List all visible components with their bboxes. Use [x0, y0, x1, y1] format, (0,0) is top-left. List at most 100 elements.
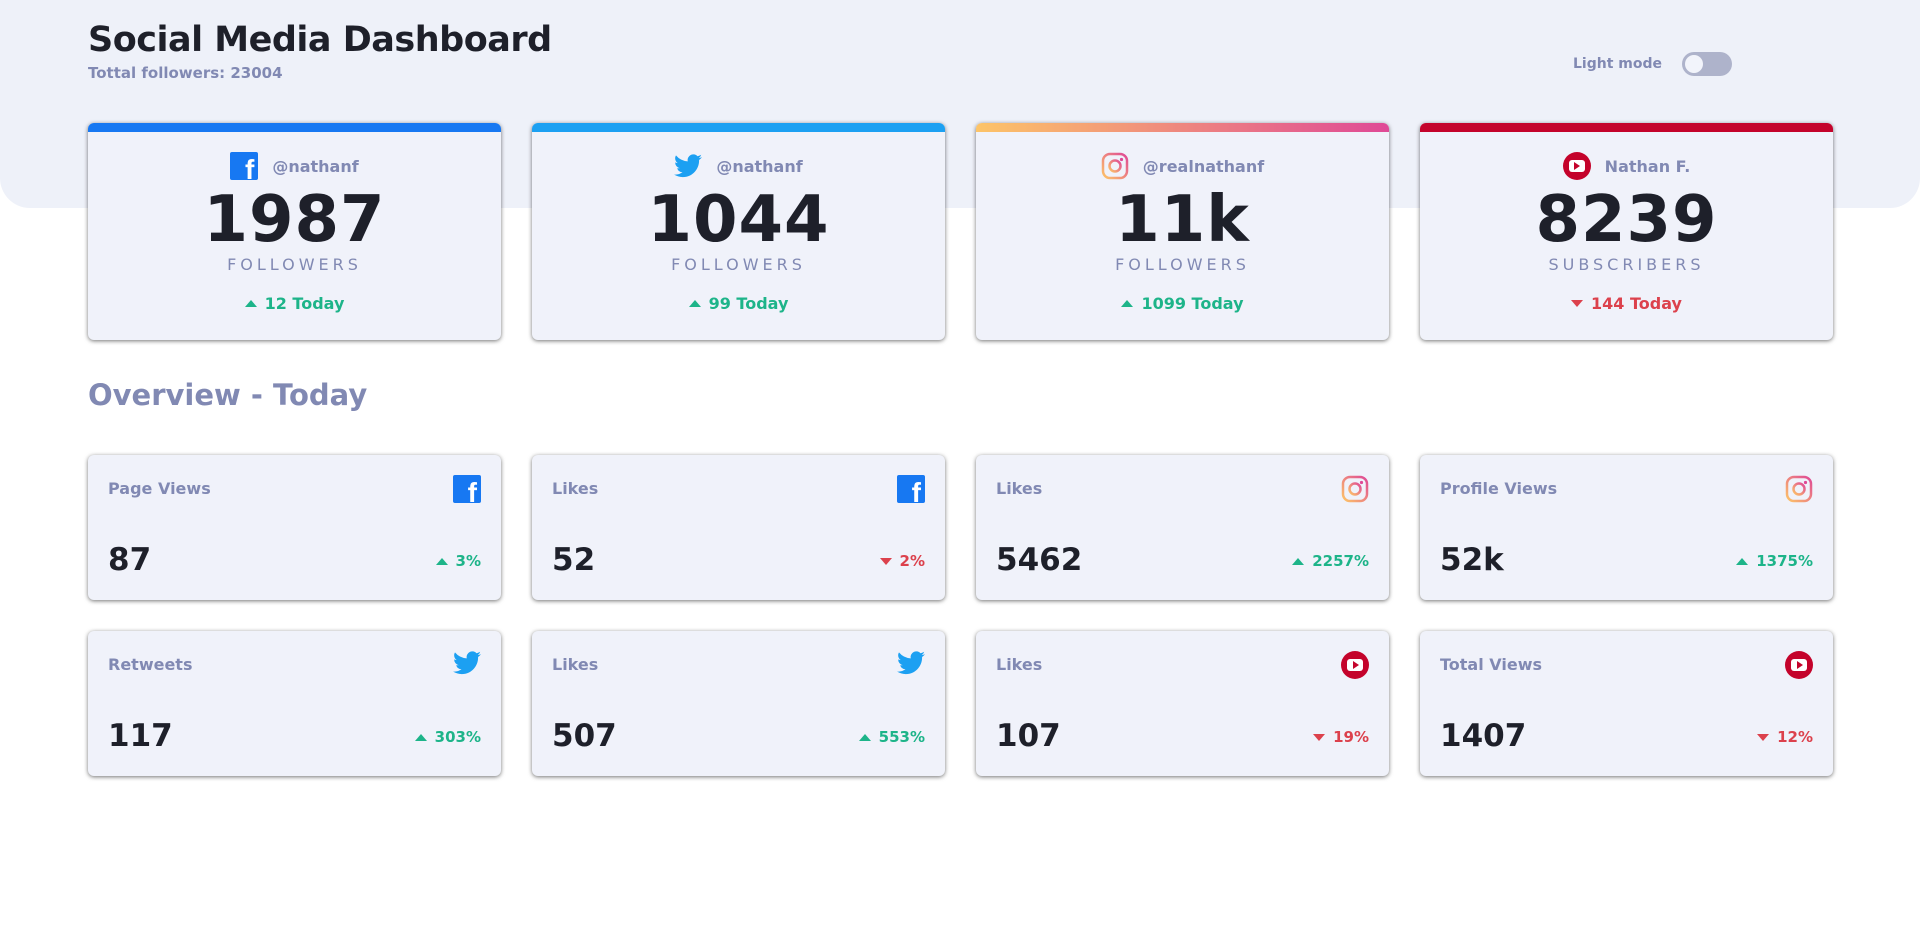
arrow-up-icon — [244, 300, 257, 307]
today-change: 1099 Today — [976, 294, 1389, 313]
follower-unit: FOLLOWERS — [227, 255, 362, 274]
handle-text: Nathan F. — [1604, 156, 1691, 176]
today-change: 99 Today — [532, 294, 945, 313]
tile-icon — [453, 651, 481, 679]
card-handle: Nathan F. — [1420, 151, 1833, 181]
tile-change-text: 2257% — [1312, 552, 1369, 570]
tile-change-text: 12% — [1777, 728, 1813, 746]
arrow-up-icon — [688, 300, 701, 307]
overview-tile-instagram-likes[interactable]: Likes 5462 2257% — [976, 455, 1389, 600]
card-twitter[interactable]: @nathanf 1044 FOLLOWERS 99 Today — [532, 123, 945, 340]
card-facebook[interactable]: f @nathanf 1987 FOLLOWERS 12 Today — [88, 123, 501, 340]
tile-change-text: 19% — [1333, 728, 1369, 746]
tile-label: Likes — [996, 479, 1043, 498]
card-handle: f @nathanf — [88, 151, 501, 184]
facebook-icon: f — [897, 475, 925, 507]
tile-icon — [1341, 475, 1369, 507]
overview-tile-instagram-profile-views[interactable]: Profile Views 52k 1375% — [1420, 455, 1833, 600]
tile-label: Total Views — [1440, 655, 1543, 674]
today-change: 12 Today — [88, 294, 501, 313]
arrow-up-icon — [1736, 557, 1749, 565]
total-followers: Tottal followers: 23004 — [88, 64, 283, 82]
card-handle: @nathanf — [532, 151, 945, 181]
overview-tile-twitter-retweets[interactable]: Retweets 117 303% — [88, 631, 501, 776]
card-instagram[interactable]: @realnathanf 11k FOLLOWERS 1099 Today — [976, 123, 1389, 340]
follower-cards: f @nathanf 1987 FOLLOWERS 12 Today @nath… — [88, 123, 1833, 340]
follower-count: 1044 — [647, 183, 830, 257]
follower-count: 8239 — [1535, 183, 1718, 257]
twitter-icon — [897, 651, 925, 675]
page-title: Social Media Dashboard — [88, 20, 552, 60]
tile-change: 2257% — [1292, 552, 1369, 570]
follower-count: 1987 — [203, 183, 386, 257]
dashboard-header: Social Media Dashboard Tottal followers:… — [88, 18, 1832, 88]
tile-icon — [1341, 651, 1369, 679]
tile-value: 117 — [108, 718, 173, 754]
tile-change: 553% — [858, 728, 925, 746]
youtube-icon — [1562, 152, 1591, 180]
twitter-icon — [674, 154, 703, 178]
theme-toggle[interactable] — [1682, 52, 1732, 76]
card-handle: @realnathanf — [976, 151, 1389, 181]
follower-unit: SUBSCRIBERS — [1548, 255, 1705, 274]
arrow-down-icon — [1313, 733, 1326, 741]
handle-text: @realnathanf — [1142, 156, 1265, 176]
card-youtube[interactable]: Nathan F. 8239 SUBSCRIBERS 144 Today — [1420, 123, 1833, 340]
youtube-icon — [1785, 651, 1813, 679]
today-change-text: 12 Today — [264, 294, 345, 313]
arrow-down-icon — [1757, 733, 1770, 741]
tile-value: 52k — [1440, 542, 1504, 578]
today-change-text: 144 Today — [1591, 294, 1682, 313]
instagram-icon — [1341, 475, 1369, 503]
card-accent-bar — [88, 123, 501, 132]
tile-change: 1375% — [1736, 552, 1813, 570]
tile-label: Page Views — [108, 479, 211, 498]
arrow-up-icon — [1292, 557, 1305, 565]
tile-value: 1407 — [1440, 718, 1527, 754]
overview-tile-twitter-likes[interactable]: Likes 507 553% — [532, 631, 945, 776]
arrow-up-icon — [1121, 300, 1134, 307]
today-change: 144 Today — [1420, 294, 1833, 313]
tile-change-text: 303% — [434, 728, 481, 746]
tile-value: 87 — [108, 542, 152, 578]
card-accent-bar — [1420, 123, 1833, 132]
tile-icon — [1785, 475, 1813, 507]
handle-text: @nathanf — [272, 156, 359, 176]
twitter-icon — [453, 651, 481, 675]
overview-tile-youtube-total-views[interactable]: Total Views 1407 12% — [1420, 631, 1833, 776]
overview-tile-youtube-likes[interactable]: Likes 107 19% — [976, 631, 1389, 776]
arrow-up-icon — [414, 733, 427, 741]
follower-unit: FOLLOWERS — [1115, 255, 1250, 274]
instagram-icon — [1101, 152, 1129, 180]
overview-title: Overview - Today — [88, 378, 368, 412]
youtube-icon — [1341, 651, 1369, 679]
mode-label: Light mode — [1573, 56, 1662, 72]
tile-label: Likes — [552, 655, 599, 674]
facebook-icon: f — [453, 475, 481, 507]
overview-tile-facebook-likes[interactable]: Likes f 52 2% — [532, 455, 945, 600]
tile-change: 19% — [1313, 728, 1369, 746]
follower-unit: FOLLOWERS — [671, 255, 806, 274]
tile-change-text: 2% — [899, 552, 925, 570]
handle-text: @nathanf — [716, 156, 803, 176]
tile-value: 52 — [552, 542, 596, 578]
tile-change: 2% — [879, 552, 925, 570]
instagram-icon — [1785, 475, 1813, 503]
tile-change-text: 553% — [878, 728, 925, 746]
tile-label: Retweets — [108, 655, 193, 674]
tile-change-text: 1375% — [1756, 552, 1813, 570]
facebook-icon: f — [230, 152, 259, 184]
tile-value: 507 — [552, 718, 617, 754]
toggle-knob — [1685, 55, 1703, 73]
tile-label: Likes — [996, 655, 1043, 674]
tile-icon — [897, 651, 925, 679]
theme-switcher: Light mode — [1573, 52, 1732, 76]
tile-icon — [1785, 651, 1813, 679]
arrow-up-icon — [858, 733, 871, 741]
tile-value: 107 — [996, 718, 1061, 754]
tile-icon: f — [453, 475, 481, 507]
tile-change: 3% — [435, 552, 481, 570]
overview-tile-facebook-page-views[interactable]: Page Views f 87 3% — [88, 455, 501, 600]
today-change-text: 1099 Today — [1141, 294, 1244, 313]
follower-count: 11k — [1115, 183, 1250, 257]
